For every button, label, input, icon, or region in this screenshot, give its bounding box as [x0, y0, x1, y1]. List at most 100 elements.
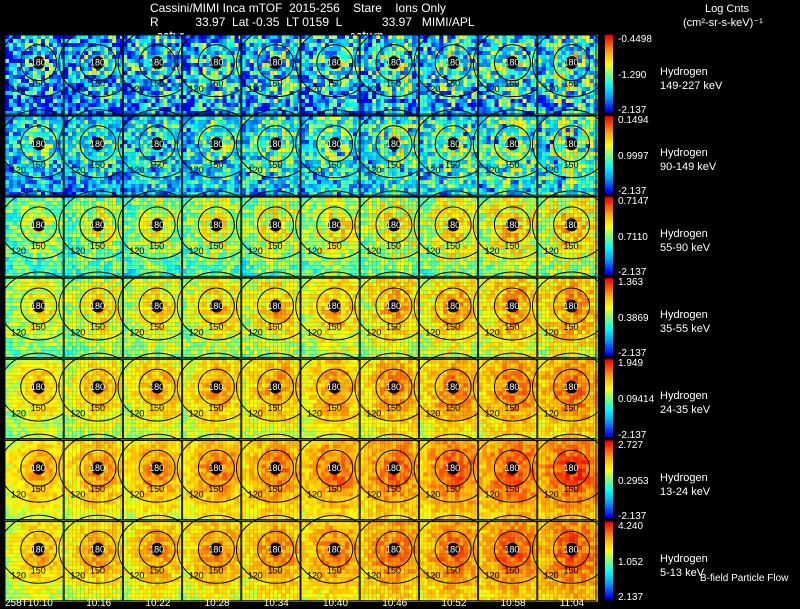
heatmap-cell	[175, 192, 180, 197]
heatmap-cell	[186, 168, 191, 173]
heatmap-cell	[368, 120, 373, 125]
heatmap-cell	[281, 136, 286, 141]
heatmap-cell	[53, 95, 57, 99]
heatmap-cell	[41, 116, 45, 121]
heatmap-cell	[561, 47, 566, 51]
heatmap-cell	[41, 55, 45, 59]
heatmap-cell	[273, 83, 278, 87]
heatmap-cell	[210, 91, 215, 95]
heatmap-cell	[337, 132, 341, 137]
heatmap-cell	[549, 103, 554, 107]
heatmap-cell	[368, 71, 373, 75]
heatmap-cell	[419, 111, 424, 115]
heatmap-cell	[463, 43, 468, 47]
heatmap-cell	[467, 99, 472, 103]
heatmap-cell	[305, 140, 309, 145]
heatmap-cell	[88, 184, 93, 189]
heatmap-cell	[186, 180, 191, 185]
heatmap-cell	[341, 55, 345, 59]
heatmap-cell	[253, 71, 258, 75]
heatmap-cell	[471, 75, 476, 79]
colorbar-segment	[605, 77, 613, 80]
heatmap-cell	[269, 75, 274, 79]
heatmap-cell	[241, 103, 246, 107]
heatmap-cell	[349, 63, 353, 67]
heatmap-cell	[261, 91, 266, 95]
heatmap-cell	[9, 59, 13, 63]
contour-line	[257, 44, 295, 82]
heatmap-cell	[277, 107, 282, 111]
contour-label: 150	[90, 79, 105, 89]
heatmap-cell	[206, 99, 211, 103]
heatmap-cell	[5, 176, 9, 181]
heatmap-cell	[76, 156, 81, 161]
heatmap-cell	[159, 51, 164, 55]
heatmap-cell	[37, 83, 41, 87]
heatmap-cell	[104, 148, 109, 153]
heatmap-cell	[384, 55, 389, 59]
heatmap-cell	[321, 63, 325, 67]
heatmap-cell	[249, 116, 254, 121]
heatmap-cell	[341, 152, 345, 157]
heatmap-cell	[581, 75, 586, 79]
heatmap-cell	[277, 111, 282, 115]
heatmap-cell	[309, 67, 313, 71]
heatmap-cell	[589, 99, 594, 103]
heatmap-cell	[265, 132, 270, 137]
heatmap-cell	[289, 67, 294, 71]
heatmap-cell	[222, 188, 227, 193]
heatmap-cell	[349, 67, 353, 71]
heatmap-cell	[33, 192, 37, 197]
heatmap-cell	[353, 111, 357, 115]
heatmap-cell	[514, 87, 519, 91]
heatmap-cell	[186, 35, 191, 39]
heatmap-cell	[329, 120, 333, 125]
heatmap-cell	[96, 128, 101, 133]
heatmap-cell	[245, 55, 250, 59]
heatmap-cell	[345, 79, 349, 83]
heatmap-cell	[486, 95, 491, 99]
contour-label: 120	[189, 165, 204, 175]
heatmap-cell	[253, 35, 258, 39]
heatmap-cell	[257, 116, 262, 121]
heatmap-cell	[317, 39, 321, 43]
heatmap-cell	[33, 107, 37, 111]
heatmap-cell	[226, 67, 231, 71]
heatmap-cell	[68, 192, 73, 197]
heatmap-cell	[412, 99, 417, 103]
heatmap-cell	[241, 87, 246, 91]
heatmap-cell	[518, 35, 523, 39]
heatmap-cell	[526, 35, 531, 39]
heatmap-cell	[435, 43, 440, 47]
heatmap-cell	[325, 107, 329, 111]
heatmap-cell	[214, 132, 219, 137]
heatmap-cell	[490, 47, 495, 51]
heatmap-cell	[104, 71, 109, 75]
heatmap-cell	[494, 95, 499, 99]
heatmap-cell	[506, 71, 511, 75]
heatmap-cell	[368, 95, 373, 99]
heatmap-cell	[167, 67, 172, 71]
heatmap-cell	[112, 63, 117, 67]
heatmap-cell	[541, 95, 546, 99]
heatmap-cell	[388, 47, 393, 51]
heatmap-cell	[147, 136, 152, 141]
heatmap-cell	[45, 128, 49, 133]
heatmap-cell	[498, 55, 503, 59]
heatmap-cell	[277, 172, 282, 177]
heatmap-cell	[541, 47, 546, 51]
heatmap-cell	[289, 79, 294, 83]
heatmap-cell	[486, 51, 491, 55]
heatmap-cell	[64, 160, 69, 165]
heatmap-cell	[494, 87, 499, 91]
heatmap-cell	[396, 103, 401, 107]
heatmap-cell	[573, 67, 578, 71]
heatmap-cell	[486, 87, 491, 91]
heatmap-cell	[80, 75, 85, 79]
heatmap-cell	[230, 87, 235, 91]
heatmap-cell	[112, 51, 117, 55]
heatmap-cell	[234, 172, 239, 177]
heatmap-cell	[435, 39, 440, 43]
heatmap-cell	[25, 120, 29, 125]
